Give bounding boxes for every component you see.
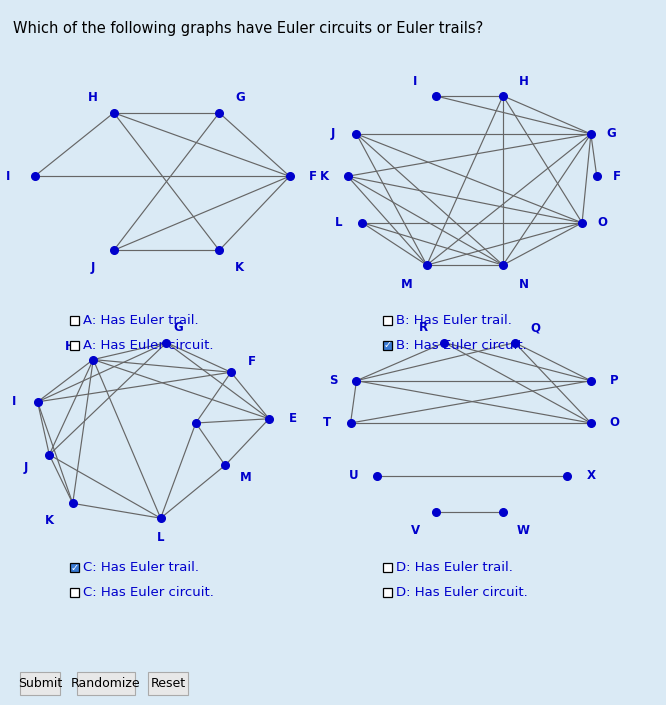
Text: N: N	[518, 278, 529, 290]
Text: I: I	[6, 170, 11, 183]
Text: D: Has Euler trail.: D: Has Euler trail.	[396, 561, 513, 574]
Text: B: Has Euler trail.: B: Has Euler trail.	[396, 314, 512, 327]
Text: X: X	[586, 470, 595, 482]
Text: O: O	[609, 417, 619, 429]
Text: V: V	[410, 525, 420, 537]
Text: Reset: Reset	[151, 678, 185, 690]
Text: K: K	[320, 170, 329, 183]
Text: L: L	[335, 216, 342, 229]
Text: I: I	[12, 396, 16, 408]
Text: T: T	[323, 417, 331, 429]
Text: M: M	[240, 472, 252, 484]
Text: J: J	[24, 461, 28, 474]
Text: E: E	[288, 412, 296, 425]
Text: I: I	[413, 75, 417, 87]
Text: G: G	[235, 92, 244, 104]
Text: U: U	[349, 470, 358, 482]
Text: S: S	[329, 374, 337, 387]
Text: Q: Q	[530, 321, 540, 334]
Text: L: L	[157, 531, 165, 544]
Text: J: J	[91, 261, 95, 274]
Text: Which of the following graphs have Euler circuits or Euler trails?: Which of the following graphs have Euler…	[13, 21, 484, 36]
Text: F: F	[248, 355, 256, 368]
Text: H: H	[65, 341, 75, 353]
Text: B: Has Euler circuit.: B: Has Euler circuit.	[396, 339, 527, 352]
Text: F: F	[613, 170, 621, 183]
Text: O: O	[597, 216, 607, 229]
Text: W: W	[517, 525, 530, 537]
Text: C: Has Euler circuit.: C: Has Euler circuit.	[83, 586, 214, 599]
Text: G: G	[607, 128, 616, 140]
Text: K: K	[235, 261, 244, 274]
Text: F: F	[309, 170, 317, 183]
Text: Randomize: Randomize	[71, 678, 141, 690]
Text: Submit: Submit	[18, 678, 62, 690]
Text: R: R	[420, 321, 428, 334]
Text: K: K	[45, 514, 54, 527]
Text: G: G	[173, 321, 183, 334]
Text: H: H	[519, 75, 528, 87]
Text: J: J	[331, 128, 335, 140]
Text: C: Has Euler trail.: C: Has Euler trail.	[83, 561, 199, 574]
Text: ✓: ✓	[383, 341, 392, 350]
Text: ✓: ✓	[70, 563, 79, 572]
Text: A: Has Euler trail.: A: Has Euler trail.	[83, 314, 199, 327]
Text: A: Has Euler circuit.: A: Has Euler circuit.	[83, 339, 214, 352]
Text: P: P	[610, 374, 619, 387]
Text: H: H	[89, 92, 98, 104]
Text: D: Has Euler circuit.: D: Has Euler circuit.	[396, 586, 528, 599]
Text: M: M	[400, 278, 412, 290]
